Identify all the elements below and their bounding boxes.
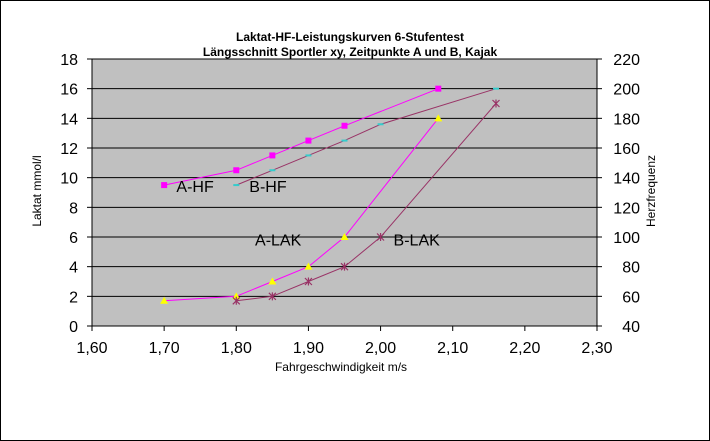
- y-tick-label-7: 14: [60, 111, 78, 128]
- annotation-b-hf: B-HF: [249, 179, 287, 196]
- x-tick-label-5: 2,10: [437, 340, 468, 357]
- series-line-b-lak: [236, 103, 497, 302]
- chart-subtitle: Längsschnitt Sportler xy, Zeitpunkte A u…: [203, 45, 498, 59]
- y2-tick-label-9: 220: [613, 52, 640, 69]
- x-tick-label-3: 1,90: [293, 340, 324, 357]
- point-a-lak-1: [232, 292, 241, 300]
- y-axis-label: Laktat mmol/l: [30, 155, 44, 226]
- x-tick-label-0: 1,60: [76, 340, 107, 357]
- y2-tick-label-5: 140: [613, 171, 640, 188]
- y-tick-label-2: 4: [69, 260, 78, 277]
- series-layer: [160, 85, 500, 305]
- y2-tick-label-7: 180: [613, 111, 640, 128]
- point-b-lak-2: [304, 277, 313, 286]
- y2-tick-label-2: 80: [622, 260, 640, 277]
- point-a-lak-2: [268, 277, 277, 285]
- y2-tick-label-1: 60: [622, 289, 640, 306]
- series-line-a-lak: [164, 117, 439, 302]
- y-tick-label-1: 2: [69, 289, 78, 306]
- y2-tick-label-0: 40: [622, 319, 640, 336]
- point-b-lak-1: [268, 292, 277, 301]
- point-a-lak-5: [434, 114, 443, 122]
- y2-tick-label-8: 200: [613, 82, 640, 99]
- x-axis-label: Fahrgeschwindigkeit m/s: [275, 360, 407, 374]
- x-tick-label-7: 2,30: [581, 340, 612, 357]
- y-tick-label-9: 18: [60, 52, 78, 69]
- y2-tick-label-6: 160: [613, 141, 640, 158]
- series-line-b-hf: [236, 88, 497, 186]
- x-tick-label-2: 1,80: [221, 340, 252, 357]
- point-a-hf-4: [341, 122, 348, 129]
- annotation-a-hf: A-HF: [176, 179, 214, 196]
- point-b-lak-3: [340, 262, 349, 271]
- point-b-lak-0: [232, 296, 241, 305]
- point-b-lak-5: [492, 99, 500, 108]
- x-tick-label-1: 1,70: [149, 340, 180, 357]
- y2-tick-label-3: 100: [613, 230, 640, 247]
- y2-tick-label-4: 120: [613, 200, 640, 217]
- y-tick-label-0: 0: [69, 319, 78, 336]
- gridlines: [92, 58, 597, 327]
- y-tick-label-5: 10: [60, 171, 78, 188]
- point-a-hf-5: [435, 85, 442, 92]
- point-a-hf-2: [269, 152, 276, 159]
- point-a-hf-1: [233, 167, 240, 174]
- y2-axis-label: Herzfrequenz: [644, 155, 658, 227]
- x-tick-label-6: 2,20: [509, 340, 540, 357]
- y-tick-label-8: 16: [60, 82, 78, 99]
- series-line-a-hf: [163, 88, 439, 186]
- point-a-lak-4: [340, 233, 349, 240]
- annotation-b-lak: B-LAK: [394, 232, 441, 249]
- y-tick-label-4: 8: [69, 200, 78, 217]
- annotations: A-HF B-HF A-LAK B-LAK: [176, 179, 440, 249]
- point-a-hf-3: [305, 137, 312, 144]
- annotation-a-lak: A-LAK: [255, 232, 302, 249]
- point-a-lak-0: [160, 296, 169, 304]
- x-tick-label-4: 2,00: [365, 340, 396, 357]
- point-a-hf-0: [161, 182, 168, 189]
- y-tick-label-3: 6: [69, 230, 78, 247]
- plot-area: [91, 58, 598, 327]
- axes: 1,60 1,70 1,80 1,90 2,00 2,10 2,20 2,30 0 2 4 6 8 10 1…: [60, 52, 640, 357]
- point-b-lak-4: [376, 233, 385, 241]
- y-tick-label-6: 12: [60, 141, 78, 158]
- chart-title: Laktat-HF-Leistungskurven 6-Stufentest: [236, 30, 464, 44]
- point-a-lak-3: [304, 262, 313, 270]
